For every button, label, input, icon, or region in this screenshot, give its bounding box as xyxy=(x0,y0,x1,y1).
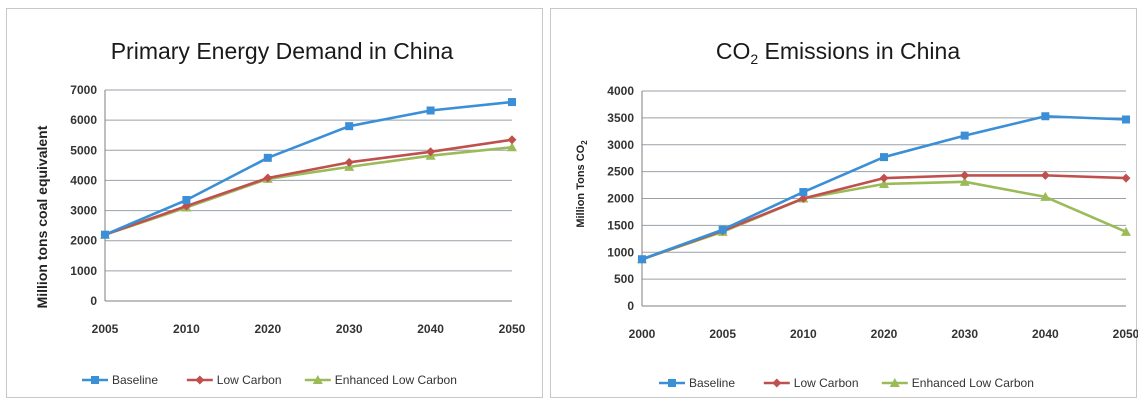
legend-label: Low Carbon xyxy=(794,376,859,390)
legend-label: Baseline xyxy=(689,376,735,390)
data-point xyxy=(507,142,517,152)
x-tick-label: 2005 xyxy=(709,327,736,341)
x-tick-label: 2040 xyxy=(1032,327,1059,341)
y-tick-label: 7000 xyxy=(70,83,97,97)
data-point xyxy=(426,147,436,157)
legend-marker xyxy=(772,378,782,388)
chart-title: Primary Energy Demand in China xyxy=(111,38,454,64)
data-point xyxy=(507,135,517,145)
data-point xyxy=(182,196,191,205)
legend-label: Low Carbon xyxy=(217,373,282,387)
data-point xyxy=(345,122,354,131)
data-point xyxy=(879,173,889,183)
data-point xyxy=(508,98,516,107)
data-point xyxy=(718,225,727,234)
data-point xyxy=(1040,191,1051,201)
data-point xyxy=(880,153,888,162)
data-point xyxy=(426,106,435,115)
y-tick-label: 5000 xyxy=(70,143,97,157)
data-point xyxy=(959,176,970,186)
y-tick-label: 2000 xyxy=(607,192,634,206)
y-tick-label: 2000 xyxy=(70,234,97,248)
x-tick-label: 2020 xyxy=(254,322,281,336)
data-point xyxy=(1122,115,1130,124)
data-point xyxy=(1121,226,1131,236)
data-point xyxy=(263,173,273,183)
x-tick-label: 2050 xyxy=(499,322,526,336)
y-tick-label: 4000 xyxy=(607,84,634,98)
data-point xyxy=(799,188,808,197)
legend-label: Enhanced Low Carbon xyxy=(912,376,1034,390)
x-tick-label: 2030 xyxy=(336,322,363,336)
data-point xyxy=(263,153,272,162)
data-point xyxy=(960,131,969,140)
legend-marker xyxy=(91,376,99,384)
series-line xyxy=(641,180,1127,261)
y-tick-label: 0 xyxy=(90,294,97,308)
y-tick-label: 1000 xyxy=(607,245,634,259)
chart-title: CO2 Emissions in China xyxy=(716,38,960,67)
y-axis-label: Million Tons CO2 xyxy=(575,140,589,228)
x-tick-label: 2050 xyxy=(1113,327,1138,341)
energy-demand-chart: Primary Energy Demand in China Million t… xyxy=(34,38,526,387)
x-tick-label: 2005 xyxy=(92,322,119,336)
x-tick-label: 2010 xyxy=(790,327,817,341)
series-line xyxy=(104,145,513,236)
data-point xyxy=(1121,173,1131,183)
x-tick-label: 2030 xyxy=(951,327,978,341)
legend-label: Enhanced Low Carbon xyxy=(335,373,457,387)
data-point xyxy=(879,178,889,188)
legend-marker xyxy=(195,375,205,385)
legend-label: Baseline xyxy=(112,373,158,387)
y-tick-label: 4000 xyxy=(70,173,97,187)
y-tick-label: 3000 xyxy=(70,204,97,218)
x-tick-label: 2040 xyxy=(417,322,444,336)
y-tick-label: 3000 xyxy=(607,138,634,152)
data-point xyxy=(101,230,109,239)
legend-marker xyxy=(668,379,676,387)
co2-emissions-chart: CO2 Emissions in China Million Tons CO2 … xyxy=(575,38,1138,390)
y-tick-label: 6000 xyxy=(70,113,97,127)
data-point xyxy=(960,170,970,180)
series-line xyxy=(104,100,513,236)
legend-marker xyxy=(889,378,900,387)
y-axis-label: Million tons coal equivalent xyxy=(34,125,50,308)
x-tick-label: 2010 xyxy=(173,322,200,336)
co2-emissions-chart-panel: CO2 Emissions in China Million Tons CO2 … xyxy=(550,8,1138,398)
data-point xyxy=(638,255,646,264)
y-tick-label: 1000 xyxy=(70,264,97,278)
y-tick-label: 1500 xyxy=(607,218,634,232)
data-point xyxy=(1041,112,1050,121)
x-tick-label: 2000 xyxy=(629,327,656,341)
data-point xyxy=(1040,170,1050,180)
y-tick-label: 0 xyxy=(627,299,634,313)
y-tick-label: 500 xyxy=(614,272,634,286)
y-tick-label: 2500 xyxy=(607,165,634,179)
energy-demand-chart-panel: Primary Energy Demand in China Million t… xyxy=(6,8,543,398)
legend-marker xyxy=(312,375,323,384)
x-tick-label: 2020 xyxy=(871,327,898,341)
data-point xyxy=(344,157,354,167)
series-line xyxy=(104,138,513,236)
y-tick-label: 3500 xyxy=(607,111,634,125)
